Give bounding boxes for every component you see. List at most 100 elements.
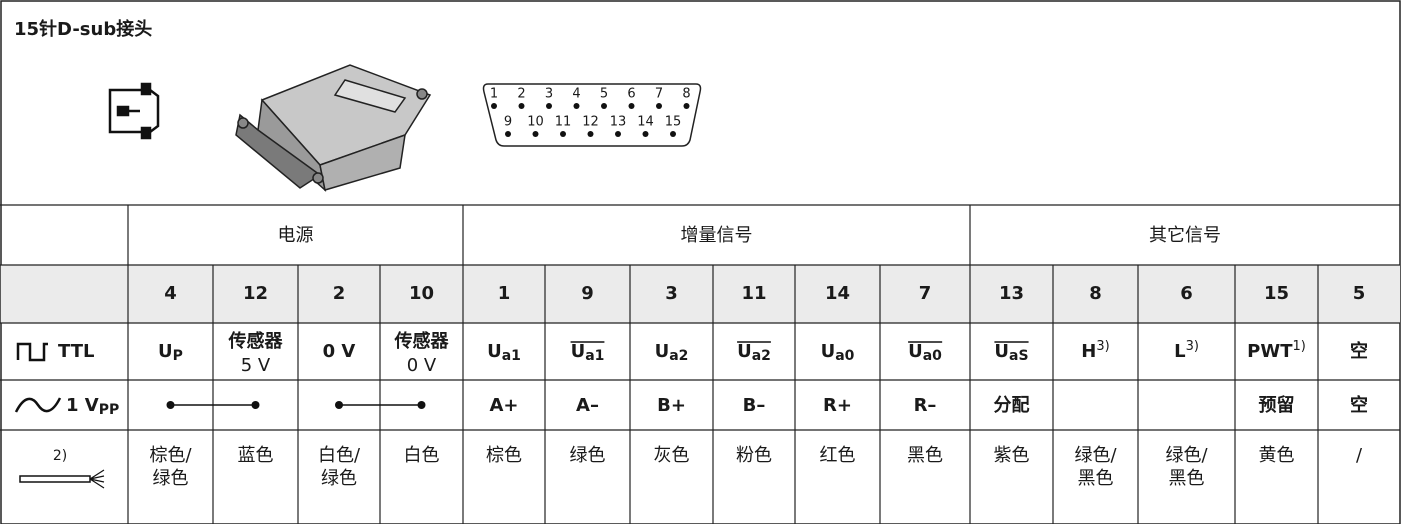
signal-sup: 1) <box>1292 339 1305 354</box>
wire-ends <box>89 469 105 489</box>
title: 15针D-sub接头 <box>14 18 152 40</box>
pin-dot <box>615 131 621 137</box>
pin-number: 8 <box>682 87 690 102</box>
pin-label: 10 <box>409 283 434 304</box>
signal: 空 <box>1350 340 1368 362</box>
link-dot <box>335 401 343 409</box>
plug-image <box>235 64 432 193</box>
signal: H3) <box>1081 339 1109 362</box>
row-label: 2) <box>53 448 67 464</box>
pin-label: 14 <box>825 283 850 304</box>
pin-dot <box>656 103 662 109</box>
signal: 分配 <box>994 395 1030 416</box>
pin-label: 2 <box>333 283 346 304</box>
pin-label: 4 <box>164 283 177 304</box>
pin-dot <box>573 103 580 109</box>
wire-color: 蓝色 <box>238 445 274 466</box>
pin-face <box>482 83 702 147</box>
pin-number: 11 <box>555 115 572 130</box>
signal-main: U <box>158 341 173 362</box>
wire-color: 绿色/ <box>1165 445 1208 466</box>
wire-color: 绿色 <box>570 445 606 466</box>
link-dot <box>417 401 426 409</box>
signal-main: U <box>571 341 586 362</box>
wire-color: 黄色 <box>1259 445 1295 466</box>
signal: 空 <box>1350 394 1368 416</box>
wire-color: 紫色 <box>994 445 1030 466</box>
sine-icon <box>14 397 62 413</box>
row-label: 1 VPP <box>66 395 119 418</box>
pin-number: 3 <box>545 87 553 102</box>
ttl-icon <box>16 342 48 362</box>
signal-main: L <box>1174 341 1185 362</box>
signal: B– <box>743 395 766 416</box>
pin-number: 6 <box>627 87 635 102</box>
group-label: 增量信号 <box>681 225 753 246</box>
wire-color: 棕色 <box>486 445 522 466</box>
signal: 0 V <box>323 341 356 362</box>
pin-number: 2 <box>517 87 525 102</box>
signal: 预留 <box>1259 394 1295 416</box>
row-label: TTL <box>58 341 94 362</box>
pin-number: 14 <box>637 115 654 130</box>
signal-main: U <box>908 341 923 362</box>
pin-label: 15 <box>1264 283 1289 304</box>
label-main: 1 V <box>66 395 99 416</box>
signal-main: U <box>821 341 836 362</box>
signal-main: U <box>994 341 1009 362</box>
signal-sub: a1 <box>585 348 604 364</box>
pin-number: 7 <box>655 87 663 102</box>
signal-main: H <box>1081 341 1096 362</box>
pin-dot <box>628 103 635 109</box>
pin-number: 9 <box>504 115 512 130</box>
link-dot <box>166 401 175 409</box>
pin-row-bg <box>1 265 1400 323</box>
pin-label: 12 <box>243 283 268 304</box>
pin-label: 6 <box>1180 283 1193 304</box>
signal: 传感器 <box>394 330 450 352</box>
signal-main: U <box>655 341 670 362</box>
pin-dot <box>587 131 594 137</box>
signal: Ua1 <box>487 341 521 364</box>
signal-main: 传感器 <box>228 330 284 352</box>
signal: Ua1 <box>571 341 605 364</box>
signal: L3) <box>1174 339 1199 362</box>
signal-main: PWT <box>1247 341 1293 362</box>
signal: A+ <box>489 395 518 416</box>
connector-symbol <box>108 82 160 140</box>
pin-dot <box>532 131 539 137</box>
wire-color: 绿色 <box>153 468 189 489</box>
pin-label: 9 <box>581 283 594 304</box>
signal-sub: a2 <box>669 348 688 364</box>
signal-main: 空 <box>1350 340 1368 362</box>
signal-line2: 0 V <box>407 355 437 376</box>
signal-sub: a0 <box>835 348 854 364</box>
wire-color: 红色 <box>820 445 856 466</box>
signal: Ua0 <box>821 341 855 364</box>
pin-label: 5 <box>1353 283 1366 304</box>
group-label: 其它信号 <box>1149 225 1221 246</box>
signal: Ua2 <box>655 341 689 364</box>
signal: R+ <box>823 395 852 416</box>
wire-color: / <box>1356 445 1363 466</box>
signal-sup: 3) <box>1096 339 1109 354</box>
pin-dot <box>560 131 566 137</box>
signal-sub: a1 <box>502 348 521 364</box>
link-dot <box>251 401 260 409</box>
pin-number: 12 <box>582 115 599 130</box>
signal-sup: 3) <box>1186 339 1199 354</box>
signal: R– <box>914 395 937 416</box>
wire-color: 绿色 <box>321 468 357 489</box>
signal: UP <box>158 341 183 364</box>
label-sub: PP <box>99 402 120 418</box>
signal-line2: 5 V <box>241 355 271 376</box>
pin-label: 7 <box>919 283 932 304</box>
pin-label: 1 <box>498 283 511 304</box>
signal: 传感器 <box>228 330 284 352</box>
pin-numbers: 1 2 3 4 5 6 7 89 10 11 12 13 14 15 <box>490 87 691 137</box>
wire-color: 白色 <box>404 445 440 466</box>
pin-number: 1 <box>490 87 498 102</box>
pin-number: 10 <box>527 115 544 130</box>
signal: A– <box>576 395 599 416</box>
